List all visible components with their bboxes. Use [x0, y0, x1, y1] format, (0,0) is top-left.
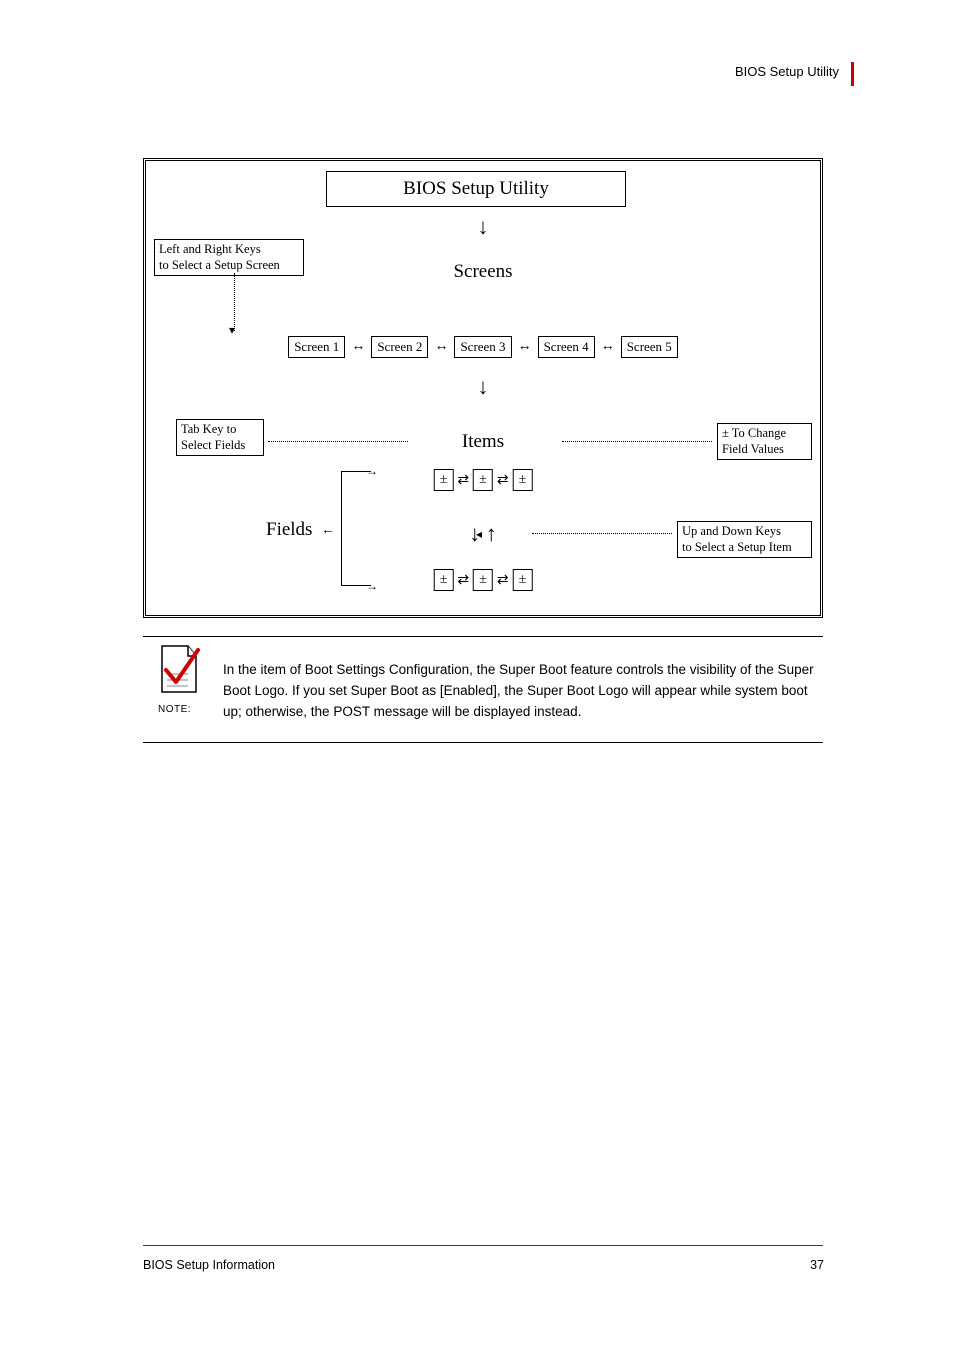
- arrow-down-icon: ↓: [478, 216, 489, 238]
- divider: [143, 742, 823, 743]
- screen-box: Screen 5: [621, 336, 678, 358]
- screens-label: Screens: [146, 261, 820, 283]
- pm-box: ±: [513, 569, 533, 591]
- note-check-icon: [158, 644, 200, 694]
- diagram-title: BIOS Setup Utility: [326, 171, 626, 207]
- divider: [143, 636, 823, 637]
- fields-row: ± ⇄ ± ⇄ ±: [432, 469, 535, 491]
- pm-box: ±: [473, 569, 493, 591]
- screen-box: Screen 3: [454, 336, 511, 358]
- header-accent-bar: [851, 62, 854, 86]
- swap-arrow-icon: ⇄: [457, 572, 469, 589]
- swap-arrow-icon: ⇄: [457, 472, 469, 489]
- arrowhead-icon: →: [366, 464, 378, 479]
- hint-change-values: ± To Change Field Values: [717, 423, 812, 460]
- arrowhead-icon: →: [366, 579, 378, 594]
- note-text: In the item of Boot Settings Configurati…: [223, 660, 823, 723]
- running-header: BIOS Setup Utility: [735, 64, 839, 79]
- screens-row: Screen 1 ↔ Screen 2 ↔ Screen 3 ↔ Screen …: [146, 336, 820, 358]
- bidir-arrow-icon: ↔: [601, 339, 615, 355]
- screen-box: Screen 4: [538, 336, 595, 358]
- fields-label: Fields: [266, 519, 312, 541]
- bidir-arrow-icon: ↔: [351, 339, 365, 355]
- screen-box: Screen 2: [371, 336, 428, 358]
- screen-box: Screen 1: [288, 336, 345, 358]
- pm-box: ±: [513, 469, 533, 491]
- arrowhead-icon: ◂: [476, 527, 482, 542]
- footer-accent-line: [143, 1245, 823, 1247]
- arrow-updown-icon: ↓ ↑: [469, 521, 497, 547]
- hint-up-down-keys: Up and Down Keys to Select a Setup Item: [677, 521, 812, 558]
- page-number: 37: [810, 1258, 824, 1272]
- swap-arrow-icon: ⇄: [497, 472, 509, 489]
- arrow-down-icon: ↓: [478, 376, 489, 398]
- bios-navigation-diagram: BIOS Setup Utility ↓ Left and Right Keys…: [143, 158, 823, 618]
- footer-section-title: BIOS Setup Information: [143, 1258, 275, 1272]
- bidir-arrow-icon: ↔: [434, 339, 448, 355]
- dotted-connector: [532, 533, 672, 534]
- dotted-connector: [562, 441, 712, 442]
- bidir-arrow-icon: ↔: [518, 339, 532, 355]
- fields-row: ± ⇄ ± ⇄ ±: [432, 569, 535, 591]
- swap-arrow-icon: ⇄: [497, 572, 509, 589]
- pm-box: ±: [434, 569, 454, 591]
- pm-box: ±: [473, 469, 493, 491]
- note-label: NOTE:: [158, 704, 191, 715]
- arrow-left-icon: ←: [321, 523, 335, 539]
- pm-box: ±: [434, 469, 454, 491]
- bracket-connector: [341, 471, 371, 586]
